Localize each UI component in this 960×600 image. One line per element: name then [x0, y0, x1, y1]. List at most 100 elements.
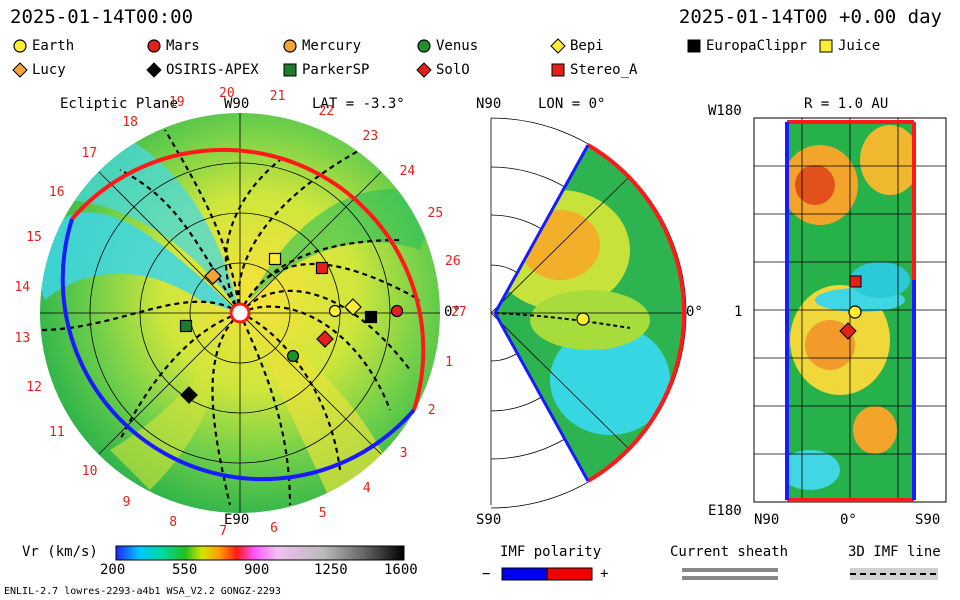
rotation-number: 5 — [318, 506, 327, 522]
diamond-icon — [12, 62, 28, 78]
colorbar-tick: 900 — [244, 562, 270, 578]
meridional-lon-label: LON = 0° — [538, 96, 606, 112]
circle-icon — [283, 39, 297, 53]
map-x-right-label: S90 — [915, 512, 941, 528]
radial-map-panel — [753, 117, 947, 503]
square-icon — [819, 39, 833, 53]
colorbar-tick: 1600 — [384, 562, 418, 578]
marker-venus — [286, 349, 300, 363]
ecliptic-right-label: 0° — [444, 304, 461, 320]
legend-item: ParkerSP — [282, 62, 369, 78]
square-icon — [283, 63, 297, 77]
rotation-number: 13 — [14, 330, 31, 346]
legend-item: Bepi — [550, 38, 604, 54]
rotation-number: 7 — [219, 523, 228, 539]
rotation-number: 1 — [445, 355, 453, 371]
rotation-number: 26 — [445, 254, 461, 270]
rotation-number: 25 — [427, 206, 444, 222]
current-sheath-label: Current sheath — [670, 544, 789, 560]
meridional-right-label: 0° — [686, 304, 703, 320]
rotation-number: 4 — [362, 480, 371, 496]
legend-item: OSIRIS-APEX — [146, 62, 259, 78]
rotation-number: 9 — [122, 494, 131, 510]
marker-parkersp — [179, 319, 193, 333]
marker-osiris-apex — [180, 386, 198, 404]
ecliptic-bottom-label: E90 — [224, 512, 250, 528]
legend-item: Mercury — [282, 38, 361, 54]
legend-item: Stereo_A — [550, 62, 637, 78]
ecliptic-title: Ecliptic Plane — [60, 96, 179, 112]
rotation-number: 21 — [269, 89, 286, 105]
legend-label: OSIRIS-APEX — [166, 62, 259, 78]
diamond-icon — [416, 62, 432, 78]
rotation-number: 23 — [362, 129, 379, 145]
diamond-icon — [550, 38, 566, 54]
ecliptic-top-label: W90 — [224, 96, 250, 112]
legend-item: Mars — [146, 38, 200, 54]
map-r-label: R = 1.0 AU — [804, 96, 889, 112]
rotation-number: 14 — [14, 279, 31, 295]
marker-bepi — [344, 298, 362, 316]
rotation-number: 8 — [169, 514, 178, 530]
vr-colorbar — [115, 545, 405, 561]
legend-label: Earth — [32, 38, 75, 54]
rotation-number: 27 — [450, 304, 467, 320]
legend-label: Venus — [436, 38, 479, 54]
map-top-left-label: W180 — [708, 103, 742, 119]
map-x-left-label: N90 — [754, 512, 780, 528]
marker-solo — [316, 330, 334, 348]
legend-label: Stereo_A — [570, 62, 638, 78]
ecliptic-lat-label: LAT = -3.3° — [312, 96, 405, 112]
imf-plus-label: + — [600, 566, 609, 582]
square-icon — [551, 63, 565, 77]
rotation-number: 19 — [168, 95, 185, 111]
marker-stereo-a — [315, 261, 329, 275]
square-icon — [687, 39, 701, 53]
rotation-number: 24 — [399, 163, 416, 179]
spacecraft-markers — [179, 252, 404, 404]
marker-juice — [268, 252, 282, 266]
legend-label: SolO — [436, 62, 470, 78]
legend-item: Lucy — [12, 62, 66, 78]
rotation-number: 10 — [81, 464, 98, 480]
rotation-number: 15 — [26, 230, 42, 246]
map-x-mid-label: 0° — [840, 512, 857, 528]
rotation-number: 20 — [219, 86, 235, 102]
model-time-readout: 2025-01-14T00 +0.00 day — [678, 6, 942, 28]
imf-negative-swatch — [501, 567, 548, 581]
colorbar-tick: 200 — [100, 562, 126, 578]
legend-item: Earth — [12, 38, 74, 54]
circle-icon — [417, 39, 431, 53]
rotation-number: 18 — [122, 115, 138, 131]
diamond-icon — [146, 62, 162, 78]
legend-label: Mercury — [302, 38, 362, 54]
rotation-number: 16 — [48, 184, 65, 200]
rotation-number: 17 — [81, 145, 98, 161]
legend-item: EuropaClippr — [686, 38, 807, 54]
colorbar-label: Vr (km/s) — [22, 544, 98, 560]
legend-label: Juice — [838, 38, 881, 54]
meridional-panel — [490, 117, 688, 509]
meridional-bottom-label: S90 — [476, 512, 502, 528]
marker-europaclippr — [364, 310, 378, 324]
legend-label: EuropaClippr — [706, 38, 808, 54]
imf-polarity-label: IMF polarity — [500, 544, 602, 560]
meridional-top-label: N90 — [476, 96, 502, 112]
imf-line-label: 3D IMF line — [848, 544, 941, 560]
imf-positive-swatch — [546, 567, 593, 581]
imf-minus-label: − — [482, 566, 491, 582]
map-bottom-left-label: E180 — [708, 503, 742, 519]
marker-earth — [328, 304, 342, 318]
rotation-number: 3 — [399, 445, 408, 461]
marker-lucy — [204, 267, 222, 285]
rotation-number: 6 — [270, 520, 278, 536]
legend-label: Lucy — [32, 62, 66, 78]
map-left-mid-label: 1 — [734, 304, 743, 320]
rotation-number: 22 — [318, 103, 335, 119]
colorbar-tick: 550 — [172, 562, 198, 578]
legend-item: SolO — [416, 62, 470, 78]
colorbar-tick: 1250 — [314, 562, 348, 578]
rotation-number: 12 — [26, 380, 42, 396]
legend-item: Venus — [416, 38, 478, 54]
legend-item: Juice — [818, 38, 880, 54]
